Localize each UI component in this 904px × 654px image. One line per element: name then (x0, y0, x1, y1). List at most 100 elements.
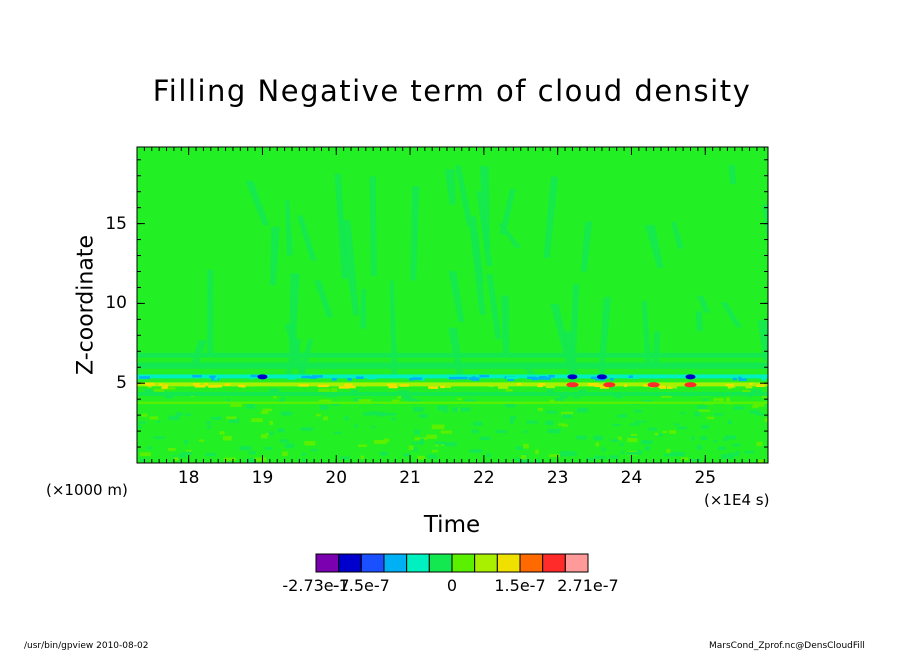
contour-streak (410, 186, 420, 281)
band-cell (409, 377, 414, 381)
contour-cell (654, 433, 663, 437)
contour-cell (254, 457, 267, 462)
colorbar-label: -2.73e-7 (282, 576, 350, 595)
band-cell (599, 386, 609, 389)
contour-cell (164, 387, 176, 390)
contour-cell (354, 424, 359, 428)
band-cell (756, 384, 766, 387)
contour-cell (680, 457, 689, 461)
contour-cell (413, 406, 424, 412)
band-cell (355, 376, 364, 379)
band-cell (761, 378, 766, 381)
band-cell (147, 385, 152, 388)
contour-cell (595, 442, 600, 447)
contour-cell (722, 438, 728, 441)
contour-cell (627, 437, 638, 443)
contour-cell (756, 441, 763, 447)
band-cell (388, 385, 398, 389)
band-cell (298, 384, 309, 387)
negative-spot (596, 374, 607, 380)
positive-spot (566, 382, 579, 388)
band-cell (729, 385, 736, 388)
contour-cell (246, 458, 257, 463)
contour-cell (278, 399, 283, 403)
contour-cell (139, 452, 151, 457)
contour-cell (138, 424, 142, 429)
contour-streak (580, 221, 593, 272)
band-cell (629, 376, 639, 379)
band-cell (538, 383, 546, 386)
positive-spot (647, 382, 660, 388)
band-cell (576, 382, 580, 385)
contour-cell (521, 454, 527, 460)
band-cell (738, 376, 742, 380)
band-cell (192, 374, 202, 378)
contour-cell (732, 443, 741, 447)
contour-cell (401, 395, 412, 399)
contour-cell (593, 435, 604, 441)
contour-cell (175, 412, 184, 416)
contour-cell (559, 393, 569, 399)
contour-cell (523, 443, 529, 449)
band-cell (507, 376, 518, 380)
y-axis-unit: (×1000 m) (46, 481, 128, 499)
contour-cell (281, 397, 285, 403)
contour-cell (149, 416, 159, 420)
contour-cell (334, 431, 342, 434)
contour-cell (471, 429, 479, 434)
contour-cell (634, 409, 643, 413)
contour-cell (641, 440, 653, 445)
contour-cell (379, 451, 388, 456)
contour-cell (558, 453, 571, 457)
contour-cell (139, 458, 146, 462)
band-cell (139, 376, 150, 379)
x-tick-label: 25 (694, 468, 717, 488)
positive-spot (603, 382, 616, 388)
band-cell (317, 384, 329, 388)
contour-cell (376, 411, 386, 417)
y-tick-label: 5 (116, 373, 127, 394)
contour-streak (486, 274, 502, 340)
contour-cell (464, 399, 476, 403)
band-cell (445, 385, 452, 388)
band-cell (363, 375, 367, 378)
band-cell (623, 384, 628, 387)
colorbar (315, 553, 589, 573)
contour-cell (691, 436, 695, 441)
contour-cell (701, 424, 709, 429)
x-axis-unit: (×1E4 s) (704, 491, 770, 509)
band-cell (752, 383, 757, 386)
contour-cell (301, 453, 306, 456)
contour-cell (609, 455, 619, 459)
band-cell (386, 383, 397, 387)
band-cell (729, 383, 739, 387)
contour-cell (572, 396, 581, 399)
contour-cell (452, 409, 458, 413)
contour-cell (269, 420, 274, 425)
colorbar-swatch (474, 553, 498, 573)
contour-cell (545, 420, 554, 426)
contour-cell (282, 451, 288, 457)
contour-cell (702, 398, 708, 402)
contour-streak (314, 280, 334, 318)
contour-cell (505, 389, 513, 392)
contour-cell (264, 446, 273, 450)
contour-cell (246, 403, 256, 409)
contour-cell (613, 423, 621, 427)
contour-cell (300, 427, 314, 431)
contour-cell (601, 447, 606, 452)
contour-cell (537, 407, 543, 411)
contour-cell (260, 434, 268, 439)
band-cell (204, 383, 208, 386)
contour-cell (677, 426, 688, 430)
band-cell (610, 378, 614, 381)
contour-cell (413, 446, 418, 452)
contour-cell (707, 416, 715, 420)
band-cell (725, 383, 734, 387)
band-cell (338, 386, 350, 389)
band-cell (764, 383, 768, 386)
band-cell (582, 382, 591, 386)
contour-cell (691, 458, 702, 462)
contour-cell (721, 454, 734, 459)
contour-cell (672, 451, 685, 457)
